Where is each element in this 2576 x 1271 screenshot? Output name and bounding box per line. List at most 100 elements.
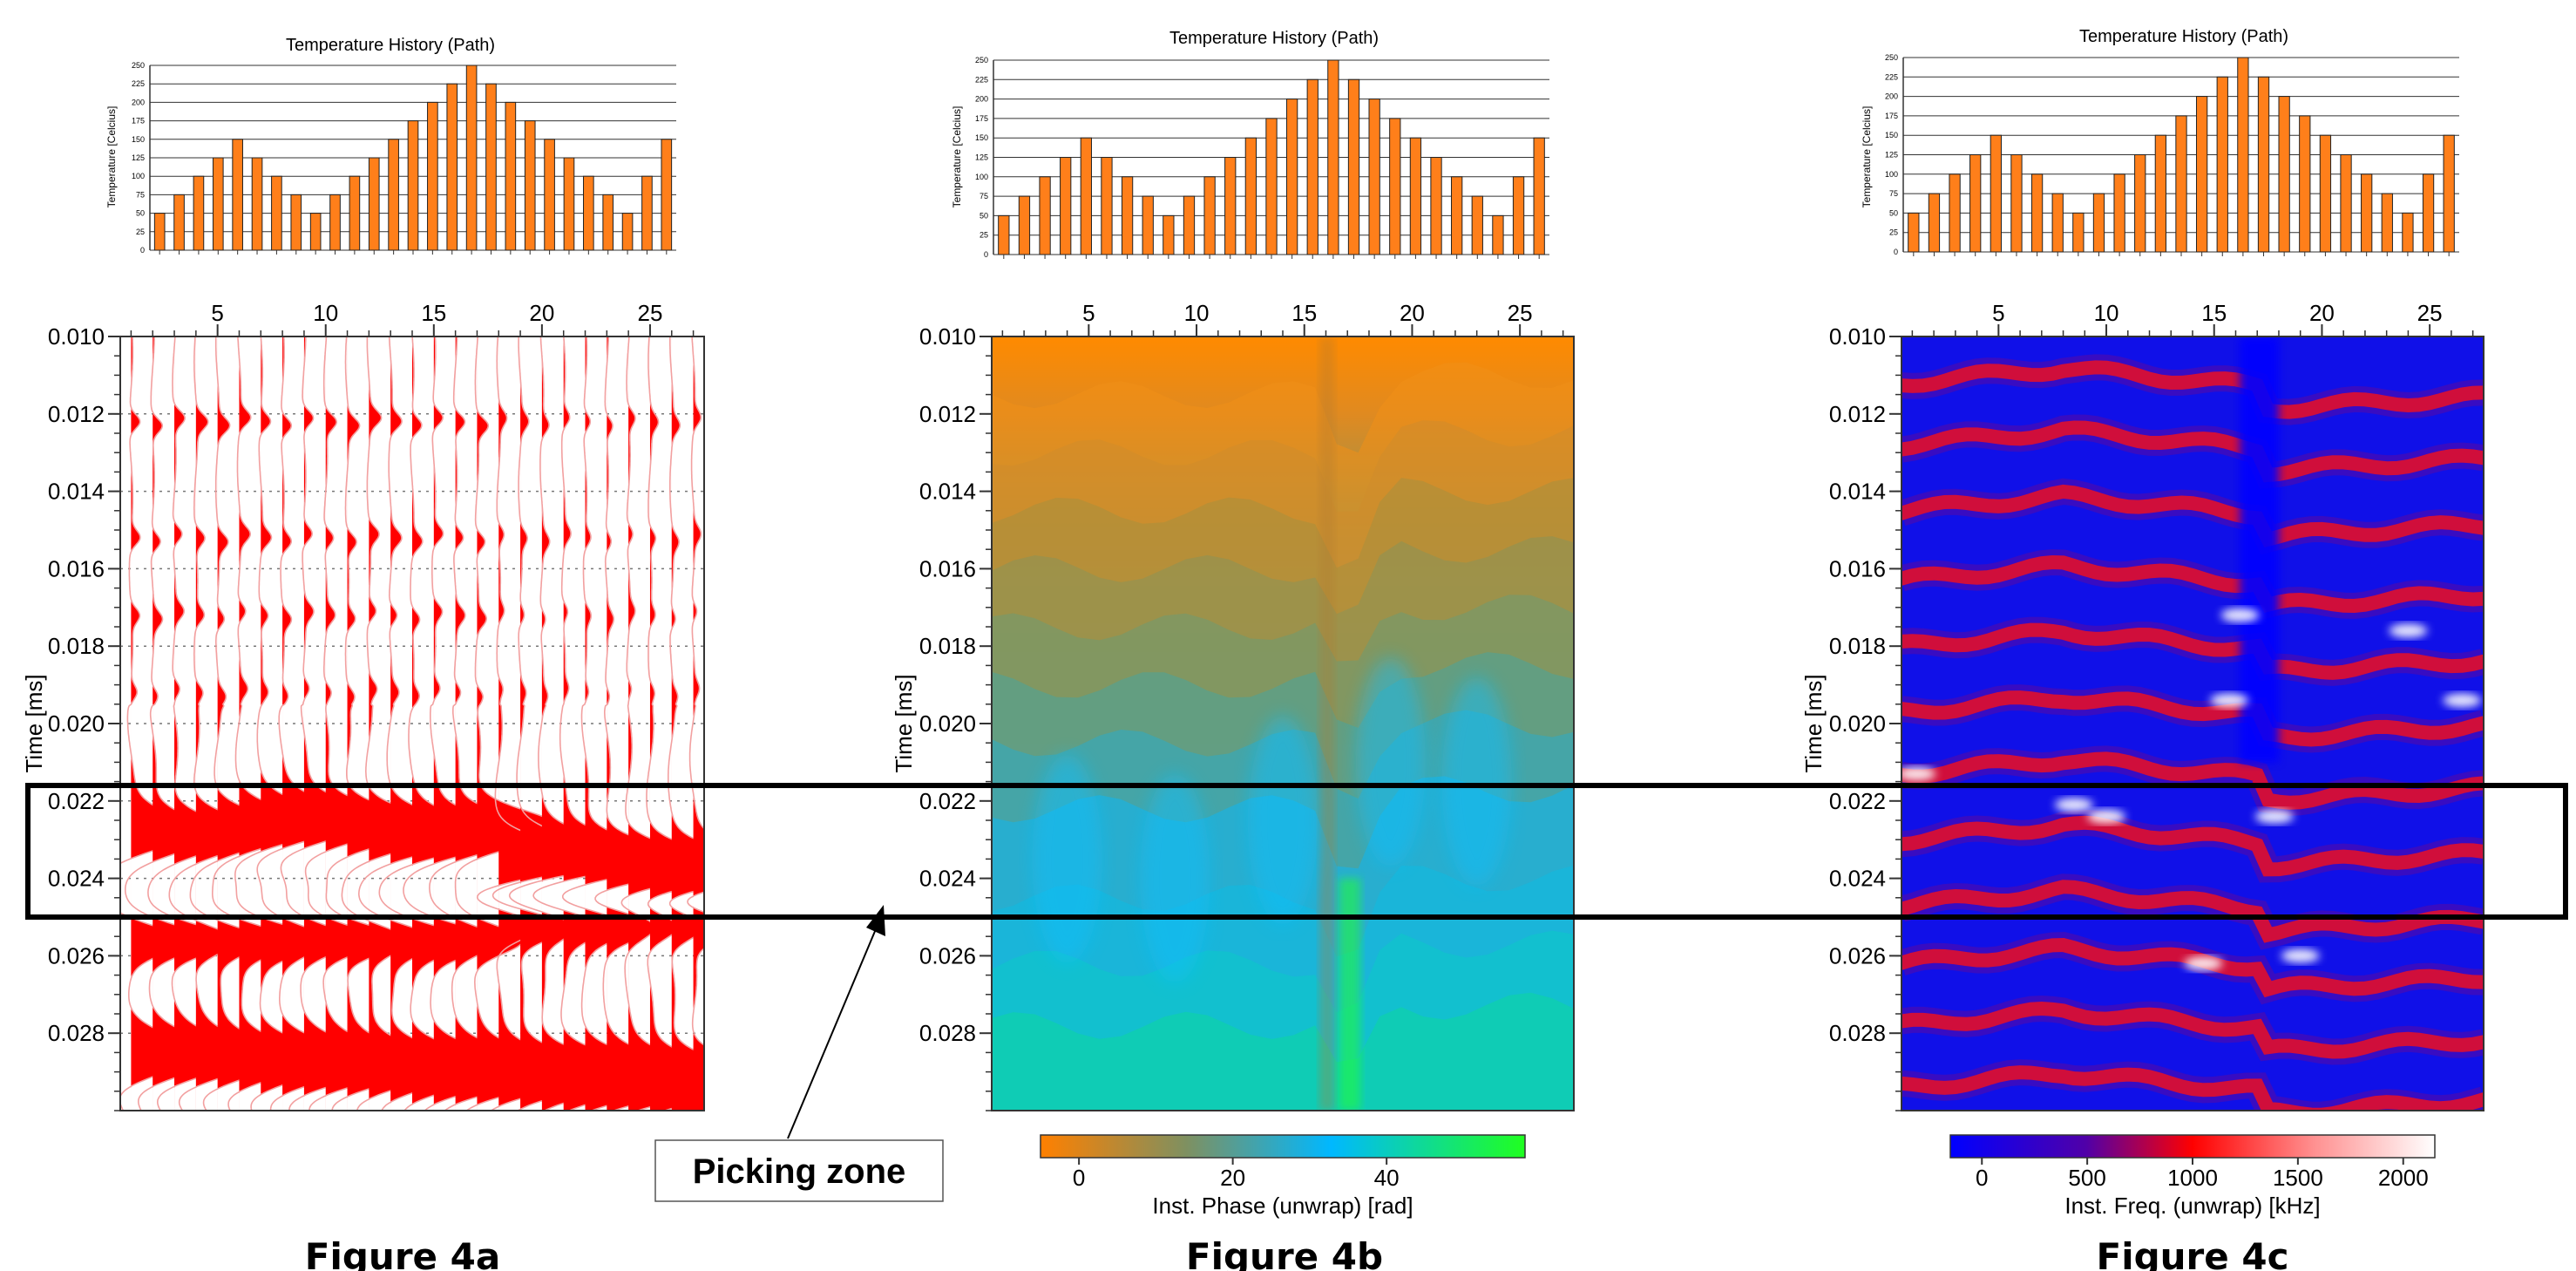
wiggle-trace-line bbox=[454, 336, 566, 1111]
phase-colorbar-label: Inst. Phase (unwrap) [rad] bbox=[1152, 1193, 1413, 1219]
xtick-label: 15 bbox=[2201, 300, 2227, 326]
bar bbox=[1533, 137, 1545, 255]
colorbar-tick-label: 500 bbox=[2068, 1165, 2105, 1191]
bar-ytick-label: 25 bbox=[980, 231, 988, 240]
picking-zone-arrowhead bbox=[866, 905, 885, 936]
bar bbox=[1163, 214, 1175, 255]
xtick-label: 5 bbox=[1992, 300, 2004, 326]
bar-ytick-label: 150 bbox=[975, 133, 988, 142]
bar bbox=[2299, 115, 2311, 253]
bar bbox=[1928, 193, 1941, 253]
ytick-label: 0.016 bbox=[48, 555, 105, 581]
bar bbox=[2113, 173, 2125, 253]
bar bbox=[2443, 134, 2455, 253]
frequency-band bbox=[1901, 751, 2484, 810]
phase-colorbar-ticks: 0 20 40 bbox=[1073, 1158, 1400, 1191]
ytick-label: 0.022 bbox=[48, 788, 105, 814]
bar bbox=[309, 213, 322, 251]
wiggle-trace-fill bbox=[325, 336, 403, 1111]
wiggle-trace-fill bbox=[303, 336, 381, 1111]
bar-ytick-label: 225 bbox=[975, 75, 988, 84]
wiggle-trace-fill bbox=[477, 336, 566, 1111]
bar bbox=[1409, 137, 1422, 255]
frequency-hotspot bbox=[2054, 798, 2093, 812]
bar-ytick-label: 175 bbox=[1885, 112, 1898, 120]
picking-zone-label: Picking zone bbox=[693, 1152, 906, 1191]
bar bbox=[1244, 137, 1257, 255]
xtick-label: 10 bbox=[1184, 300, 1210, 326]
frequency-band-halo bbox=[1901, 548, 2484, 621]
bar bbox=[544, 139, 555, 251]
phase-streak bbox=[1319, 336, 1335, 1111]
xtick-label: 25 bbox=[2417, 300, 2443, 326]
figure-caption-4a: Figure 4a bbox=[305, 1235, 500, 1271]
bar-ytick-label: 50 bbox=[1889, 208, 1898, 217]
bar-ytick-label: 50 bbox=[136, 209, 145, 218]
frequency-band bbox=[1901, 360, 2484, 419]
bar-ytick-label: 175 bbox=[975, 114, 988, 123]
bar bbox=[2195, 96, 2208, 253]
bar bbox=[173, 194, 185, 251]
xtick-label: 5 bbox=[1082, 300, 1095, 326]
ytick-label: 0.010 bbox=[48, 323, 105, 350]
wiggle-trace-fill bbox=[261, 336, 336, 1111]
frequency-hotspot bbox=[2220, 608, 2260, 622]
bar bbox=[2422, 173, 2435, 253]
bar bbox=[2319, 134, 2332, 253]
bar-chart-a: Temperature History (Path) Temperature [… bbox=[105, 36, 676, 255]
ytick-label: 0.014 bbox=[919, 479, 976, 505]
ytick-label: 0.022 bbox=[1829, 788, 1886, 814]
ytick-label: 0.012 bbox=[1829, 401, 1886, 427]
bar-chart-b-bars bbox=[998, 59, 1545, 255]
frequency-band-halo bbox=[1901, 995, 2484, 1065]
wiggle-trace-line bbox=[357, 336, 476, 1111]
wiggle-trace-line bbox=[256, 336, 357, 1111]
phase-panel-b-ylabel: Time [ms] bbox=[891, 674, 917, 772]
wiggle-trace-line bbox=[147, 336, 241, 1111]
bar-chart-a-yticks: 0 25 50 75 100 125 150 175 200 225 250 bbox=[132, 61, 668, 255]
bar bbox=[1060, 157, 1072, 255]
wiggle-trace-fill bbox=[174, 336, 241, 1111]
bar bbox=[2030, 173, 2044, 253]
wiggle-trace-fill bbox=[628, 336, 704, 1111]
colorbar-tick-label: 2000 bbox=[2378, 1165, 2429, 1191]
bar-ytick-label: 75 bbox=[980, 192, 988, 201]
wiggle-trace-line bbox=[168, 336, 263, 1111]
frequency-band-halo bbox=[1901, 873, 2484, 950]
bar-ytick-label: 125 bbox=[975, 153, 988, 162]
frequency-band bbox=[1901, 622, 2484, 680]
bar-ytick-label: 75 bbox=[136, 190, 145, 199]
bar bbox=[1039, 176, 1051, 255]
bar bbox=[368, 157, 380, 251]
bar bbox=[1203, 176, 1216, 255]
bar bbox=[1080, 137, 1092, 255]
bar-ytick-label: 125 bbox=[1885, 151, 1898, 160]
bar bbox=[271, 175, 282, 251]
bar bbox=[998, 214, 1010, 255]
ytick-label: 0.028 bbox=[48, 1020, 105, 1046]
wiggle-trace-line bbox=[532, 336, 661, 1111]
bar bbox=[583, 175, 594, 251]
ytick-label: 0.018 bbox=[1829, 633, 1886, 659]
bar bbox=[1368, 99, 1380, 255]
bar bbox=[1306, 78, 1319, 255]
frequency-hotspot bbox=[2281, 948, 2320, 963]
bar bbox=[2216, 76, 2228, 253]
colorbar-tick-label: 0 bbox=[1976, 1165, 1988, 1191]
ytick-label: 0.018 bbox=[48, 633, 105, 659]
frequency-band bbox=[1901, 815, 2484, 877]
wiggle-panel-a-xticks: 5 10 15 20 25 bbox=[130, 300, 695, 336]
frequency-colorbar-ticks: 0 500 1000 1500 2000 bbox=[1976, 1158, 2429, 1191]
bar bbox=[2010, 154, 2023, 253]
bar bbox=[1451, 176, 1463, 255]
ytick-label: 0.010 bbox=[919, 323, 976, 350]
frequency-band-halo bbox=[1901, 931, 2484, 1005]
wiggle-trace-line bbox=[189, 336, 289, 1111]
bar-ytick-label: 200 bbox=[1885, 92, 1898, 101]
phase-panel-b: 5 10 15 20 25 0.010 0.012 0.014 0.016 0.018 0.020… bbox=[891, 300, 1575, 1219]
ytick-label: 0.016 bbox=[919, 555, 976, 581]
ytick-label: 0.020 bbox=[48, 710, 105, 737]
bar bbox=[1285, 99, 1298, 255]
bar-ytick-label: 225 bbox=[132, 79, 145, 88]
wiggle-trace-line bbox=[403, 336, 522, 1111]
